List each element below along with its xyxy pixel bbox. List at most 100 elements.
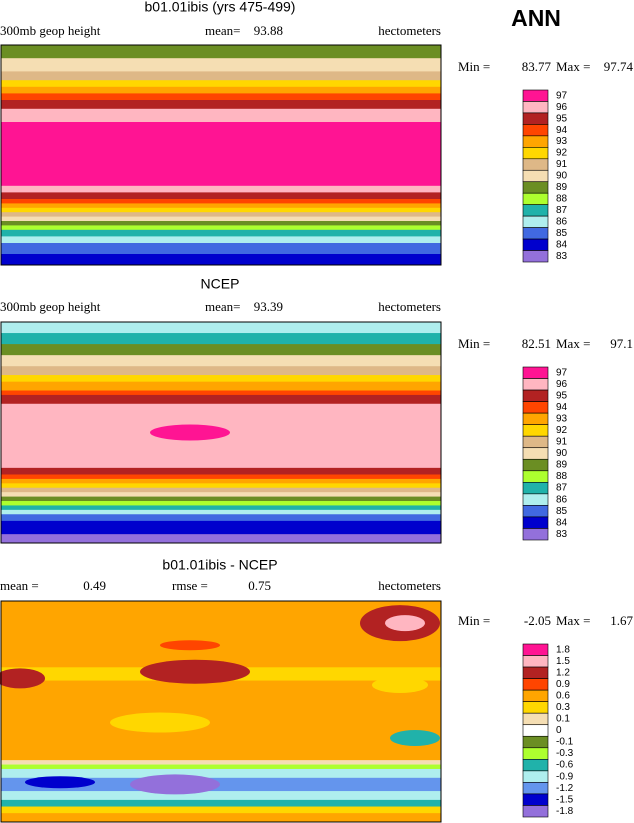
colorbar-swatch	[522, 712, 549, 726]
contour-band	[1, 467, 441, 475]
contour-band	[1, 806, 441, 814]
colorbar-swatch	[522, 89, 549, 102]
colorbar-label: 89	[556, 460, 568, 471]
panel-title: b01.01ibis (yrs 475-499)	[145, 0, 296, 15]
contour-band	[1, 478, 441, 484]
contour-band	[1, 333, 441, 345]
contour-band	[1, 487, 441, 493]
contour-band	[1, 355, 441, 367]
contour-band	[1, 813, 441, 823]
colorbar-label: 0.9	[556, 679, 570, 690]
contour-region	[385, 615, 425, 632]
colorbar-swatch	[522, 215, 549, 228]
contour-band	[1, 100, 441, 110]
colorbar-label: 1.5	[556, 656, 570, 667]
colorbar-swatch	[522, 250, 549, 263]
contour-band	[1, 505, 441, 511]
colorbar-label: 1.2	[556, 667, 570, 678]
contour-band	[1, 216, 441, 222]
colorbar-label: 83	[556, 251, 568, 262]
contour-band	[1, 496, 441, 502]
contour-region	[390, 730, 440, 747]
season-label: ANN	[511, 5, 561, 31]
stat-value: 93.39	[254, 299, 283, 314]
colorbar-label: 86	[556, 494, 568, 505]
colorbar-label: 0	[556, 725, 562, 736]
stat-label: mean=	[205, 23, 240, 38]
contour-band	[1, 601, 441, 668]
colorbar-swatch	[522, 689, 549, 702]
contour-band	[1, 520, 441, 535]
max-value: 1.67	[610, 613, 633, 628]
max-value: 97.1	[610, 336, 633, 351]
min-value: -2.05	[524, 613, 551, 628]
contour-band	[1, 221, 441, 226]
colorbar-label: 90	[556, 171, 568, 182]
contour-band	[1, 108, 441, 123]
contour-band	[1, 86, 441, 94]
colorbar-label: 87	[556, 483, 568, 494]
contour-band	[1, 474, 441, 480]
contour-band	[1, 764, 441, 770]
colorbar-swatch	[522, 181, 549, 194]
contour-band	[1, 375, 441, 383]
colorbar-label: -0.3	[556, 748, 574, 759]
colorbar-swatch	[522, 701, 549, 714]
colorbar-swatch	[522, 238, 549, 251]
colorbar-label: 97	[556, 90, 568, 101]
contour-band	[1, 71, 441, 81]
max-label: Max =	[556, 336, 590, 351]
colorbar-swatch	[522, 793, 549, 806]
contour-band	[1, 58, 441, 72]
colorbar-label: -0.1	[556, 737, 574, 748]
colorbar-swatch	[522, 147, 549, 160]
colorbar-label: 91	[556, 437, 568, 448]
contour-band	[1, 122, 441, 187]
min-label: Min =	[458, 336, 490, 351]
contour-band	[1, 680, 441, 761]
colorbar-label: 93	[556, 414, 568, 425]
colorbar-label: 1.8	[556, 644, 570, 655]
colorbar-swatch	[522, 412, 549, 425]
stat-value: 0.49	[83, 578, 106, 593]
stat-label: rmse =	[172, 578, 208, 593]
colorbar-label: -0.6	[556, 760, 574, 771]
colorbar-swatch	[522, 101, 549, 114]
contour-band	[1, 80, 441, 88]
colorbar-label: 86	[556, 217, 568, 228]
contour-band	[1, 768, 441, 779]
colorbar-swatch	[522, 505, 549, 518]
colorbar-swatch	[522, 666, 549, 679]
colorbar-label: 83	[556, 529, 568, 540]
colorbar-swatch	[522, 782, 549, 795]
colorbar-swatch	[522, 724, 549, 737]
colorbar-label: 95	[556, 390, 568, 401]
colorbar-swatch	[522, 435, 549, 449]
colorbar-label: 97	[556, 367, 568, 378]
contour-band	[1, 777, 441, 792]
colorbar-swatch	[522, 192, 549, 205]
contour-band	[1, 45, 441, 59]
contour-band	[1, 254, 441, 266]
contour-band	[1, 243, 441, 255]
colorbar-swatch	[522, 378, 549, 391]
contour-band	[1, 501, 441, 506]
colorbar-swatch	[522, 458, 549, 472]
min-value: 82.51	[522, 336, 551, 351]
min-label: Min =	[458, 59, 490, 74]
colorbar-swatch	[522, 747, 549, 760]
contour-band	[1, 199, 441, 204]
panel-title: b01.01ibis - NCEP	[162, 557, 277, 573]
colorbar-label: -1.5	[556, 794, 574, 805]
contour-band	[1, 390, 441, 396]
colorbar-swatch	[522, 678, 549, 691]
panel-title: NCEP	[201, 276, 240, 292]
colorbar-swatch	[522, 366, 549, 379]
colorbar-label: 96	[556, 102, 568, 113]
colorbar-swatch	[522, 227, 549, 240]
contour-band	[1, 203, 441, 209]
contour-band	[1, 344, 441, 356]
colorbar-label: 84	[556, 239, 568, 250]
colorbar-swatch	[522, 424, 549, 437]
